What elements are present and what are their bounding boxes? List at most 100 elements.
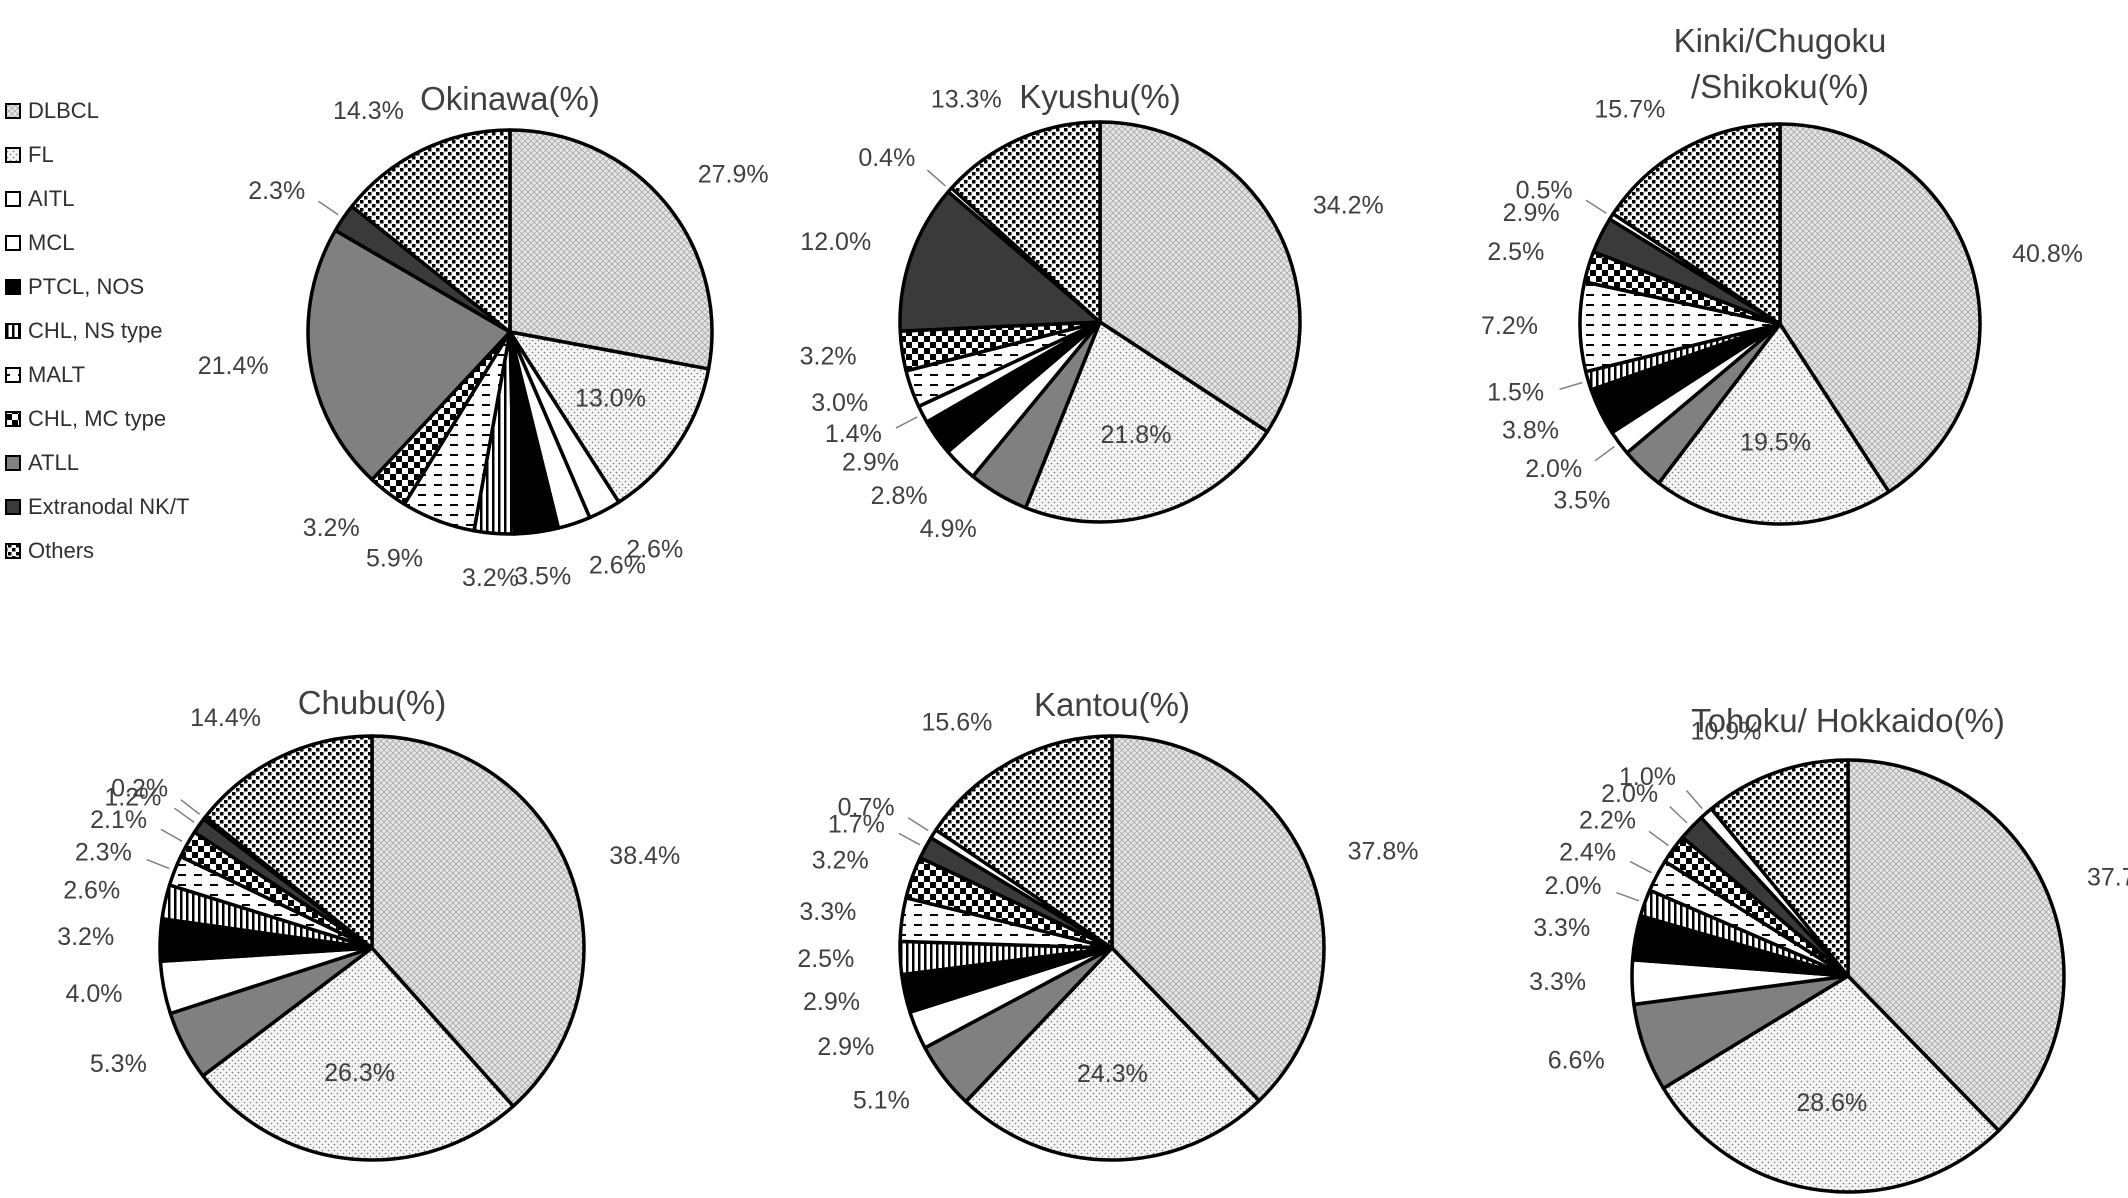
legend-swatch-chl-ns-type [5, 323, 21, 339]
slice-label: 28.6% [1796, 1089, 1867, 1117]
legend-swatch-extranodal-nk-t [5, 499, 21, 515]
leader-line [926, 169, 946, 187]
slice-label: 3.3% [1529, 968, 1586, 996]
legend: DLBCL FL AITL MCL PTCL, NOS CHL, NS type MALT C… [5, 98, 189, 563]
pie-title: Okinawa(%) [420, 80, 600, 117]
slice-label: 2.9% [817, 1033, 874, 1061]
slice-label: 15.6% [922, 709, 993, 737]
legend-swatch-others [5, 543, 21, 559]
slice-label: 2.6% [63, 876, 120, 904]
legend-swatch-atll [5, 455, 21, 471]
pie-slice-extranodal-nk-t [898, 190, 1102, 333]
legend-swatch-mcl [5, 235, 21, 251]
slice-label: 3.5% [1553, 487, 1610, 515]
slice-label: 10.9% [1691, 718, 1762, 746]
pie-slice-dlbcl [1110, 734, 1326, 1103]
slice-label: 3.8% [1502, 417, 1559, 445]
pie-slice-fl [964, 946, 1261, 1162]
leader-line [1559, 381, 1583, 391]
slice-label: 6.6% [1548, 1047, 1605, 1075]
leader-line [898, 832, 921, 846]
slice-label: 13.0% [575, 384, 646, 412]
slice-label: 5.1% [853, 1086, 910, 1114]
pie-slice-fl [1657, 322, 1891, 526]
slice-label: 3.0% [811, 389, 868, 417]
slice-label: 1.5% [1487, 378, 1544, 406]
legend-label-ptcl-nos: PTCL, NOS [28, 274, 144, 299]
leader-line [146, 858, 170, 870]
slice-label: 15.7% [1594, 96, 1665, 124]
leader-line [317, 200, 339, 216]
slice-label: 38.4% [609, 842, 680, 870]
legend-swatch-aitl [5, 191, 21, 207]
pie-slice-others [1611, 122, 1782, 326]
slice-label: 2.0% [1545, 872, 1602, 900]
legend-label-mcl: MCL [28, 230, 74, 255]
slice-label: 3.3% [799, 898, 856, 926]
leader-line [907, 817, 929, 832]
slice-label: 2.4% [1559, 839, 1616, 867]
legend-swatch-malt [5, 367, 21, 383]
pie-kinki-chugoku: Kinki/Chugoku/Shikoku(%) 40.8% 19.5% 3.5% 2.… [1481, 22, 2083, 526]
slice-label: 2.6% [589, 552, 646, 580]
pie-title: Kinki/Chugoku [1674, 22, 1887, 59]
legend-swatch-dlbcl [5, 103, 21, 119]
slice-label: 37.7% [2087, 863, 2128, 891]
slice-label: 3.2% [462, 564, 519, 592]
legend-label-aitl: AITL [28, 186, 74, 211]
slice-label: 0.4% [858, 144, 915, 172]
slice-label: 2.1% [90, 806, 147, 834]
pie-slice-fl [508, 330, 711, 504]
slice-label: 4.0% [66, 980, 123, 1008]
leader-line [1648, 830, 1669, 847]
slice-label: 3.5% [514, 562, 571, 590]
slice-label: 24.3% [1077, 1060, 1148, 1088]
legend-label-extranodal-nk-t: Extranodal NK/T [28, 494, 189, 519]
pie-okinawa: Okinawa(%)27.9%13.0%2.6%2.6%3.5%3.2%5.9%… [198, 80, 769, 592]
leader-line [1669, 805, 1688, 824]
leader-line [160, 828, 183, 842]
pie-slice-others [1709, 758, 1850, 978]
slice-label: 3.2% [812, 847, 869, 875]
legend-label-fl: FL [28, 142, 54, 167]
slice-label: 14.4% [190, 704, 261, 732]
slice-label: 1.0% [1619, 763, 1676, 791]
slice-label: 2.0% [1601, 780, 1658, 808]
leader-line [1585, 199, 1607, 214]
slice-label: 2.0% [1525, 455, 1582, 483]
pie-kantou: Kantou(%) 37.8% 24.3% 5.1% 2.9% 2.9% 2.5% 3.3% 3… [797, 686, 1419, 1162]
slice-label: 37.8% [1348, 838, 1419, 866]
pie-slice-fl [1023, 320, 1270, 524]
slice-label: 1.4% [825, 420, 882, 448]
pie-slice-dlbcl [370, 734, 586, 1108]
legend-swatch-ptcl-nos [5, 279, 21, 295]
slice-label: 12.0% [800, 228, 871, 256]
slice-label: 2.3% [248, 177, 305, 205]
slice-label: 2.5% [797, 945, 854, 973]
slice-label: 2.5% [1487, 238, 1544, 266]
legend-swatch-fl [5, 147, 21, 163]
pie-title: /Shikoku(%) [1691, 68, 1869, 105]
slice-label: 14.3% [333, 97, 404, 125]
pie-slice-others [350, 128, 512, 334]
slice-label: 2.3% [75, 838, 132, 866]
slice-label: 3.2% [303, 514, 360, 542]
pie-slice-fl [1661, 974, 2001, 1194]
pie-slice-fl [201, 946, 515, 1162]
legend-label-others: Others [28, 538, 94, 563]
pie-slice-others [949, 120, 1102, 324]
pie-title: Kyushu(%) [1019, 78, 1180, 115]
slice-label: 1.7% [828, 810, 885, 838]
slice-label: 0.7% [838, 794, 895, 822]
pie-kyushu: Kyushu(%) 34.2% 21.8% 4.9% 2.8% 2.9%1.4% 3.0% 3… [800, 78, 1384, 543]
pies-group: Okinawa(%)27.9%13.0%2.6%2.6%3.5%3.2%5.9%… [57, 22, 2128, 1194]
slice-label: 2.8% [871, 482, 928, 510]
slice-label: 21.4% [198, 352, 269, 380]
slice-label: 0.2% [111, 775, 168, 803]
legend-label-atll: ATLL [28, 450, 79, 475]
slice-label: 27.9% [698, 161, 769, 189]
slice-label: 34.2% [1313, 192, 1384, 220]
slice-label: 40.8% [2012, 240, 2083, 268]
legend-label-dlbcl: DLBCL [28, 98, 99, 123]
